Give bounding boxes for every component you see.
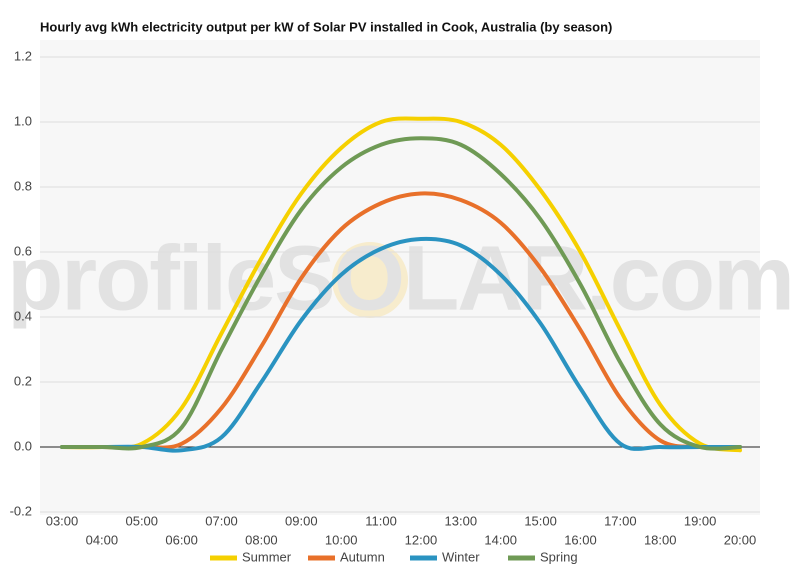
- x-tick-label: 08:00: [245, 532, 278, 547]
- series-line: [60, 191, 742, 450]
- legend-label: Spring: [540, 549, 578, 564]
- y-tick-label: 0.8: [14, 178, 32, 193]
- x-tick-label: 05:00: [125, 513, 158, 528]
- x-tick-label: 18:00: [644, 532, 677, 547]
- y-tick-label: 0.2: [14, 373, 32, 388]
- series-line: [60, 136, 742, 451]
- x-tick-label: 03:00: [46, 513, 79, 528]
- x-tick-label: 16:00: [564, 532, 597, 547]
- x-tick-label: 17:00: [604, 513, 637, 528]
- x-tick-label: 13:00: [445, 513, 478, 528]
- x-tick-label: 07:00: [205, 513, 238, 528]
- x-tick-label: 04:00: [86, 532, 119, 547]
- y-tick-label: 0.4: [14, 308, 32, 323]
- x-tick-label: 06:00: [165, 532, 198, 547]
- legend-label: Summer: [242, 549, 292, 564]
- y-tick-label: 1.2: [14, 48, 32, 63]
- x-tick-label: 19:00: [684, 513, 717, 528]
- y-tick-label: 1.0: [14, 113, 32, 128]
- watermark: profileSOLAR.com: [7, 227, 793, 329]
- series-line: [60, 236, 742, 453]
- x-tick-label: 10:00: [325, 532, 358, 547]
- x-tick-label: 12:00: [405, 532, 438, 547]
- x-tick-label: 09:00: [285, 513, 318, 528]
- y-tick-label: 0.0: [14, 438, 32, 453]
- x-tick-label: 11:00: [365, 513, 397, 528]
- series-line: [60, 116, 742, 453]
- watermark-sun: [332, 242, 408, 318]
- y-tick-label: -0.2: [10, 503, 32, 518]
- x-tick-label: 20:00: [724, 532, 757, 547]
- y-tick-label: 0.6: [14, 243, 32, 258]
- legend-label: Autumn: [340, 549, 385, 564]
- legend-label: Winter: [442, 549, 480, 564]
- x-tick-label: 14:00: [484, 532, 517, 547]
- chart-title: Hourly avg kWh electricity output per kW…: [40, 19, 612, 34]
- x-tick-label: 15:00: [524, 513, 557, 528]
